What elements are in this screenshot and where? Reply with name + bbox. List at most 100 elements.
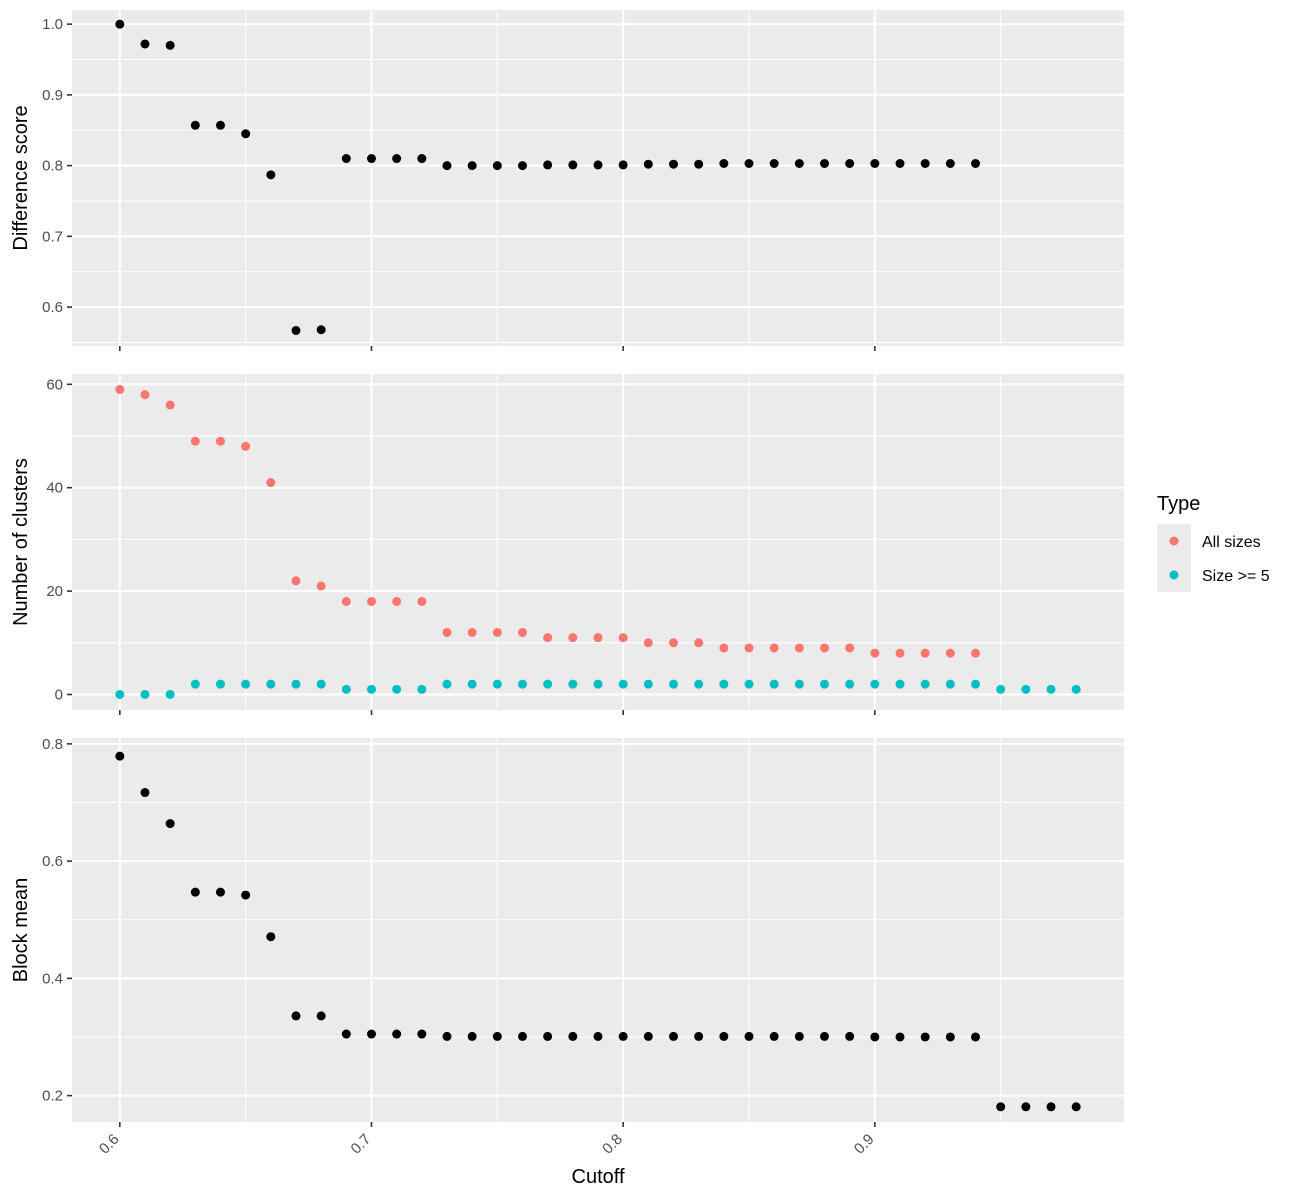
data-point xyxy=(694,638,704,648)
data-point xyxy=(417,684,427,694)
data-point xyxy=(341,1029,351,1039)
data-point xyxy=(241,129,251,139)
data-point xyxy=(417,596,427,606)
data-point xyxy=(769,643,779,653)
data-point xyxy=(291,679,301,689)
data-point xyxy=(945,158,955,168)
data-point xyxy=(215,436,225,446)
data-point xyxy=(543,1031,553,1041)
data-point xyxy=(895,679,905,689)
series-size-ge-5 xyxy=(115,679,1081,699)
data-point xyxy=(643,1031,653,1041)
panels-layer: 0.6 0.7 0.8 0.9 1.0 Difference score 0 20 40 60 Nu… xyxy=(10,10,1124,1127)
y-tick-label: 0.7 xyxy=(42,228,63,245)
data-point xyxy=(870,158,880,168)
data-point xyxy=(190,436,200,446)
data-point xyxy=(794,1031,804,1041)
data-point xyxy=(618,633,628,643)
data-point xyxy=(366,684,376,694)
data-point xyxy=(316,325,326,335)
data-point xyxy=(593,679,603,689)
data-point xyxy=(895,1032,905,1042)
legend-title: Type xyxy=(1157,493,1200,515)
data-point xyxy=(920,648,930,658)
x-axis: 0.6 0.7 0.8 0.9 xyxy=(96,1131,878,1158)
legend-key-all-sizes-dot xyxy=(1169,536,1179,546)
data-point xyxy=(870,648,880,658)
data-point xyxy=(215,120,225,130)
data-point xyxy=(820,158,830,168)
data-point xyxy=(543,679,553,689)
data-point xyxy=(241,441,251,451)
y-tick-label: 0.6 xyxy=(42,853,63,870)
data-point xyxy=(492,161,502,171)
data-point xyxy=(895,158,905,168)
legend-key-size-ge-5-dot xyxy=(1169,570,1179,580)
data-point xyxy=(568,160,578,170)
data-point xyxy=(568,633,578,643)
data-point xyxy=(241,679,251,689)
data-point xyxy=(794,643,804,653)
y-tick-label: 40 xyxy=(46,480,63,497)
legend-label-size-ge-5: Size >= 5 xyxy=(1202,568,1270,585)
data-point xyxy=(769,158,779,168)
data-point xyxy=(190,120,200,130)
data-point xyxy=(467,679,477,689)
x-tick-label: 0.7 xyxy=(348,1131,375,1158)
data-point xyxy=(1021,684,1031,694)
data-point xyxy=(165,40,175,50)
data-point xyxy=(669,679,679,689)
data-point xyxy=(643,159,653,169)
data-point xyxy=(845,158,855,168)
y-tick-label: 0.6 xyxy=(42,299,63,316)
data-point xyxy=(643,679,653,689)
data-point xyxy=(392,1029,402,1039)
x-tick-label: 0.8 xyxy=(599,1131,626,1158)
data-point xyxy=(291,576,301,586)
data-point xyxy=(341,596,351,606)
data-point xyxy=(291,1011,301,1021)
data-point xyxy=(543,160,553,170)
x-tick-label: 0.9 xyxy=(851,1131,878,1158)
data-point xyxy=(694,159,704,169)
data-point xyxy=(165,400,175,410)
data-point xyxy=(971,648,981,658)
data-point xyxy=(845,679,855,689)
x-tick-label: 0.6 xyxy=(96,1131,123,1158)
data-point xyxy=(316,679,326,689)
panel-background xyxy=(72,10,1124,346)
data-point xyxy=(568,1031,578,1041)
data-point xyxy=(669,638,679,648)
data-point xyxy=(165,689,175,699)
data-point xyxy=(517,1031,527,1041)
y-tick-label: 0.9 xyxy=(42,87,63,104)
data-point xyxy=(190,679,200,689)
data-point xyxy=(593,1031,603,1041)
data-point xyxy=(341,154,351,164)
data-point xyxy=(140,689,150,699)
panel-background xyxy=(72,374,1124,710)
data-point xyxy=(115,19,125,29)
data-point xyxy=(895,648,905,658)
data-point xyxy=(1046,1102,1056,1112)
data-point xyxy=(341,684,351,694)
data-point xyxy=(845,1031,855,1041)
data-point xyxy=(593,633,603,643)
data-point xyxy=(115,385,125,395)
data-point xyxy=(140,390,150,400)
y-tick-label: 0.8 xyxy=(42,736,63,753)
data-point xyxy=(820,643,830,653)
data-point xyxy=(517,161,527,171)
series-points xyxy=(115,751,1081,1112)
data-point xyxy=(744,679,754,689)
data-point xyxy=(392,684,402,694)
data-point xyxy=(744,158,754,168)
data-point xyxy=(1071,684,1081,694)
data-point xyxy=(215,887,225,897)
data-point xyxy=(870,1032,880,1042)
data-point xyxy=(517,627,527,637)
data-point xyxy=(492,627,502,637)
data-point xyxy=(517,679,527,689)
panel-background xyxy=(72,738,1124,1122)
